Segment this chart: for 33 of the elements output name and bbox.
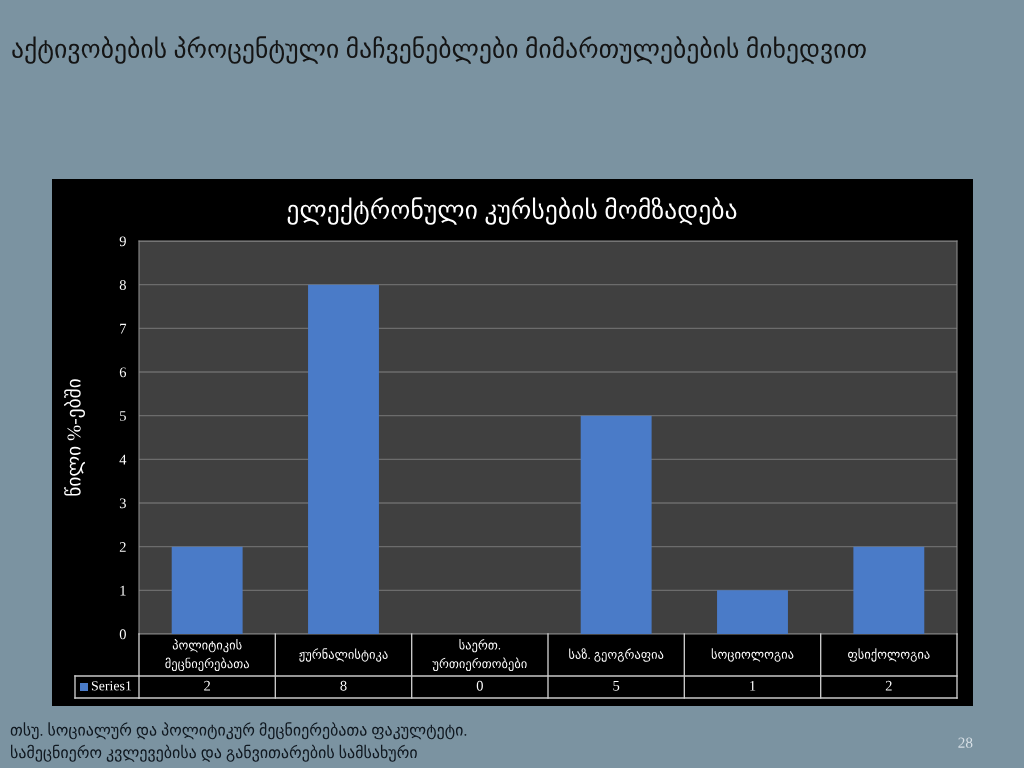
bar	[171, 546, 243, 634]
data-label: 8	[340, 680, 347, 691]
y-tick-label: 1	[120, 585, 126, 596]
y-tick-label: 9	[119, 236, 126, 247]
y-tick-label: 0	[119, 629, 126, 640]
x-tick-label: სოციოლოგია	[711, 648, 794, 662]
chart-subtitle: ელექტრონული კურსების მომზადება	[287, 197, 737, 225]
y-tick-label: 4	[119, 454, 127, 465]
data-label: 2	[885, 680, 892, 691]
y-tick-label: 5	[120, 411, 126, 421]
bar	[717, 590, 788, 634]
bar	[853, 546, 925, 634]
data-label: 2	[204, 680, 211, 691]
legend-label: Series1	[91, 681, 132, 691]
y-tick-label: 2	[119, 542, 126, 552]
bar	[308, 284, 379, 634]
y-tick-label: 6	[119, 367, 127, 378]
data-label: 5	[613, 680, 620, 691]
text: თსუ. სოციალურ და პოლიტიკურ მეცნიერებათა ფაკულტეტი. სამეცნიერო კვლევებისა და განვითარების სამსახური	[10, 722, 467, 762]
data-label: 1	[750, 680, 756, 691]
data-label: 0	[476, 680, 483, 691]
y-tick-label: 8	[119, 280, 126, 290]
x-tick-label: საზ. გეოგრაფია	[569, 648, 664, 662]
x-tick-label: ჟურნალისტიკა	[299, 648, 388, 662]
chart-title: აქტივობების პროცენტული მაჩვენებლები მიმართულებების მიხედვით	[12, 36, 866, 64]
x-tick-label: ფსიქოლოგია	[848, 648, 930, 662]
bar	[580, 415, 652, 634]
y-tick-label: 7	[120, 323, 127, 334]
x-tick-label: საერთ. ურთიერთობები	[432, 639, 527, 671]
text: 28	[958, 737, 973, 748]
x-tick-label: პოლიტიკის მეცნიერებათა	[165, 639, 249, 671]
y-axis-title: წილი %-ებში	[64, 379, 85, 496]
y-tick-label: 3	[119, 498, 126, 509]
